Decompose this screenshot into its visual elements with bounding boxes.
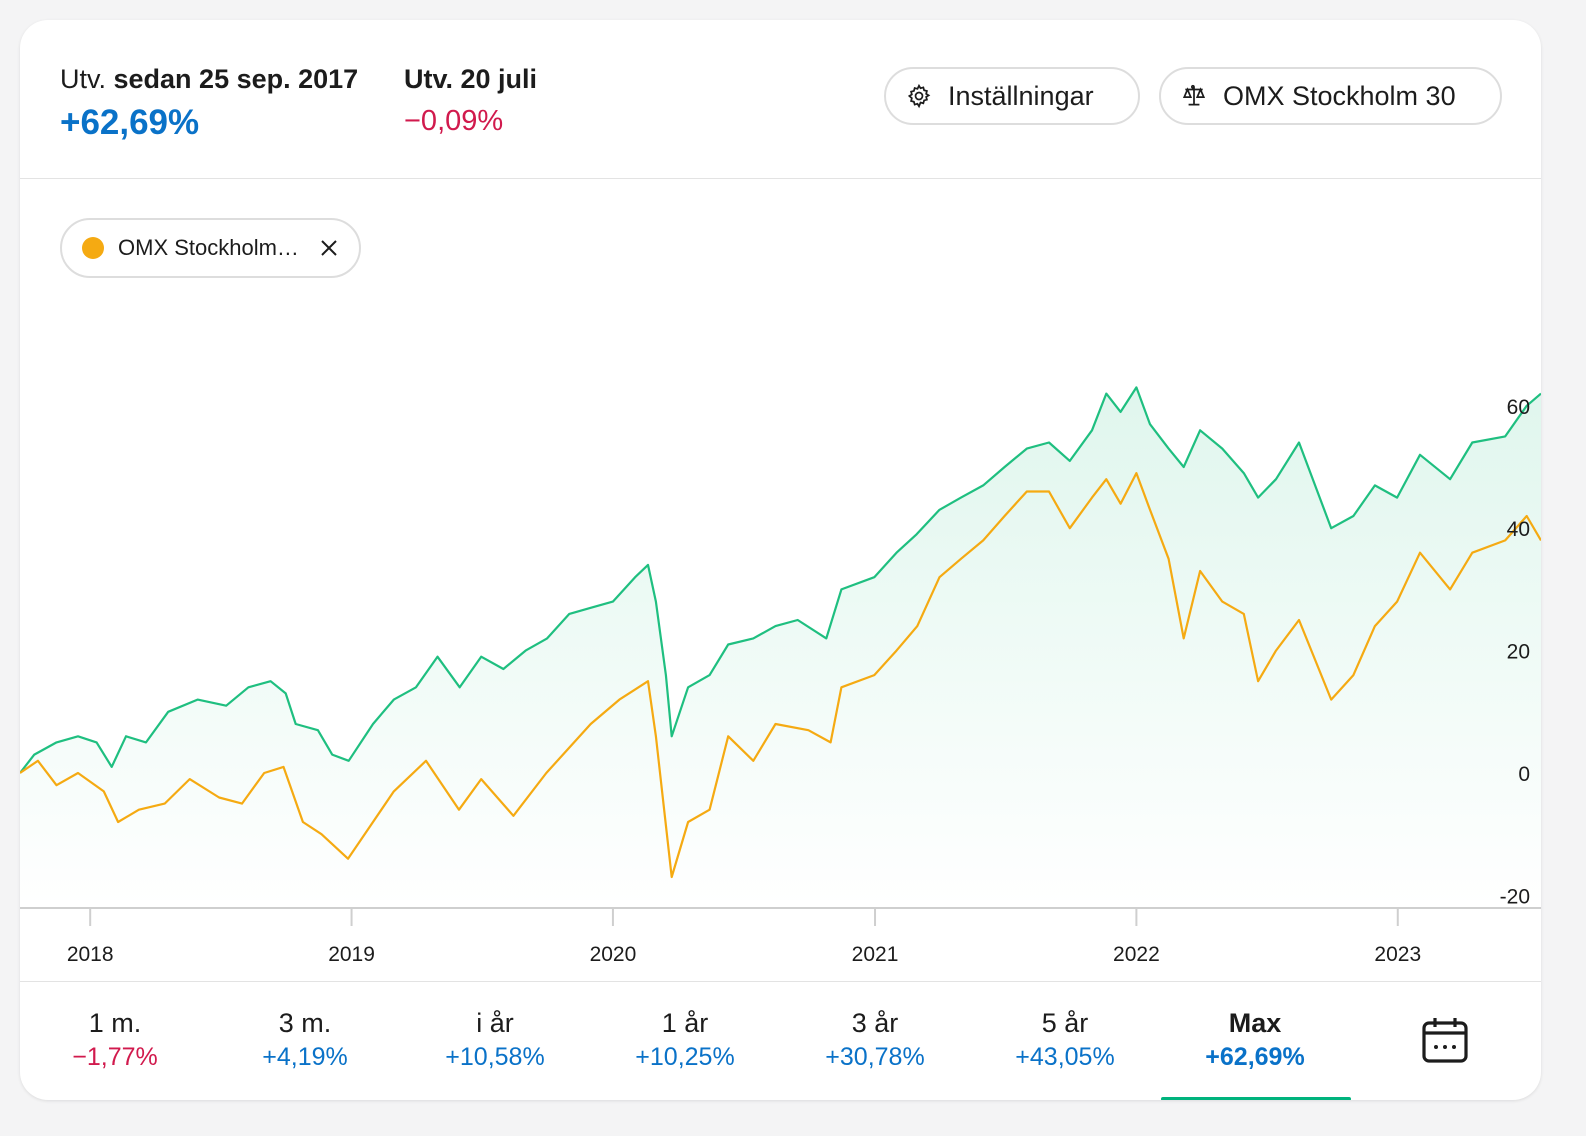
period-value: −1,77% (72, 1043, 158, 1071)
x-tick-label: 2019 (328, 943, 375, 966)
compare-index-label: OMX Stockholm 30 (1223, 80, 1456, 111)
x-tick-label: 2018 (67, 943, 114, 966)
performance-card: Utv. sedan 25 sep. 2017 +62,69% Utv. 20 … (20, 20, 1541, 1100)
period-tab[interactable]: 5 år +43,05% (970, 982, 1160, 1100)
settings-button[interactable]: Inställningar (884, 67, 1140, 125)
period-value: +10,58% (445, 1043, 545, 1071)
compare-index-button[interactable]: OMX Stockholm 30 (1159, 67, 1502, 125)
x-tick-label: 2021 (852, 943, 899, 966)
since-start-label: Utv. sedan 25 sep. 2017 (60, 64, 358, 95)
period-label: 5 år (1041, 1008, 1089, 1038)
y-tick-label: 0 (1518, 763, 1530, 786)
close-icon[interactable] (319, 238, 339, 258)
since-start-date: sedan 25 sep. 2017 (113, 64, 359, 94)
daily-change-value: −0,09% (404, 105, 504, 137)
daily-change-label: Utv. 20 juli (404, 64, 538, 94)
calendar-icon[interactable] (1420, 1015, 1470, 1065)
settings-label: Inställningar (948, 80, 1094, 111)
index-line (20, 472, 1541, 879)
fund-area (20, 387, 1541, 908)
period-label: Max (1228, 1008, 1282, 1038)
x-tick-label: 2023 (1374, 943, 1421, 966)
period-value: +10,25% (635, 1043, 735, 1071)
daily-change-stat: Utv. 20 juli −0,09% (404, 64, 537, 138)
period-selector: 1 m. −1,77% 3 m. +4,19% i år +10,58% 1 år +10,2… (20, 981, 1541, 1100)
period-label: i år (476, 1008, 514, 1038)
legend-chip-omx[interactable]: OMX Stockholm… (60, 218, 361, 278)
period-tab[interactable]: 1 år +10,25% (590, 982, 780, 1100)
since-start-value: +62,69% (60, 103, 200, 142)
period-value: +62,69% (1205, 1043, 1305, 1071)
x-tick-label: 2022 (1113, 943, 1160, 966)
legend-dot (82, 237, 104, 259)
period-label: 3 m. (278, 1008, 332, 1038)
performance-chart[interactable]: 60 40 20 0 -20 2018 2019 2020 2021 2022 2023 (20, 20, 1541, 981)
chart-axes: 60 40 20 0 -20 2018 2019 2020 2021 2022 2023 (20, 396, 1541, 966)
y-tick-label: -20 (1500, 885, 1530, 908)
since-start-prefix: Utv. (60, 64, 106, 94)
period-value: +30,78% (825, 1043, 925, 1071)
period-tab[interactable]: 3 m. +4,19% (210, 982, 400, 1100)
gear-icon (907, 83, 931, 109)
period-tab[interactable]: i år +10,58% (400, 982, 590, 1100)
y-tick-label: 40 (1507, 518, 1530, 541)
period-label: 1 m. (88, 1008, 142, 1038)
period-value: +43,05% (1015, 1043, 1115, 1071)
period-tab[interactable]: Max +62,69% (1160, 982, 1350, 1100)
scale-icon (1182, 84, 1206, 106)
chart-series (20, 386, 1541, 908)
period-label: 1 år (661, 1008, 709, 1038)
active-period-indicator (1161, 1097, 1351, 1100)
period-value: +4,19% (262, 1043, 348, 1071)
since-start-stat: Utv. sedan 25 sep. 2017 +62,69% (60, 64, 358, 143)
x-tick-label: 2020 (590, 943, 637, 966)
period-tab[interactable]: 3 år +30,78% (780, 982, 970, 1100)
period-tab[interactable]: 1 m. −1,77% (20, 982, 210, 1100)
period-label: 3 år (851, 1008, 899, 1038)
performance-header: Utv. sedan 25 sep. 2017 +62,69% Utv. 20 … (20, 20, 1541, 179)
y-tick-label: 60 (1507, 396, 1530, 419)
fund-line (20, 386, 1541, 774)
y-tick-label: 20 (1507, 641, 1530, 664)
legend-label: OMX Stockholm… (118, 235, 299, 260)
